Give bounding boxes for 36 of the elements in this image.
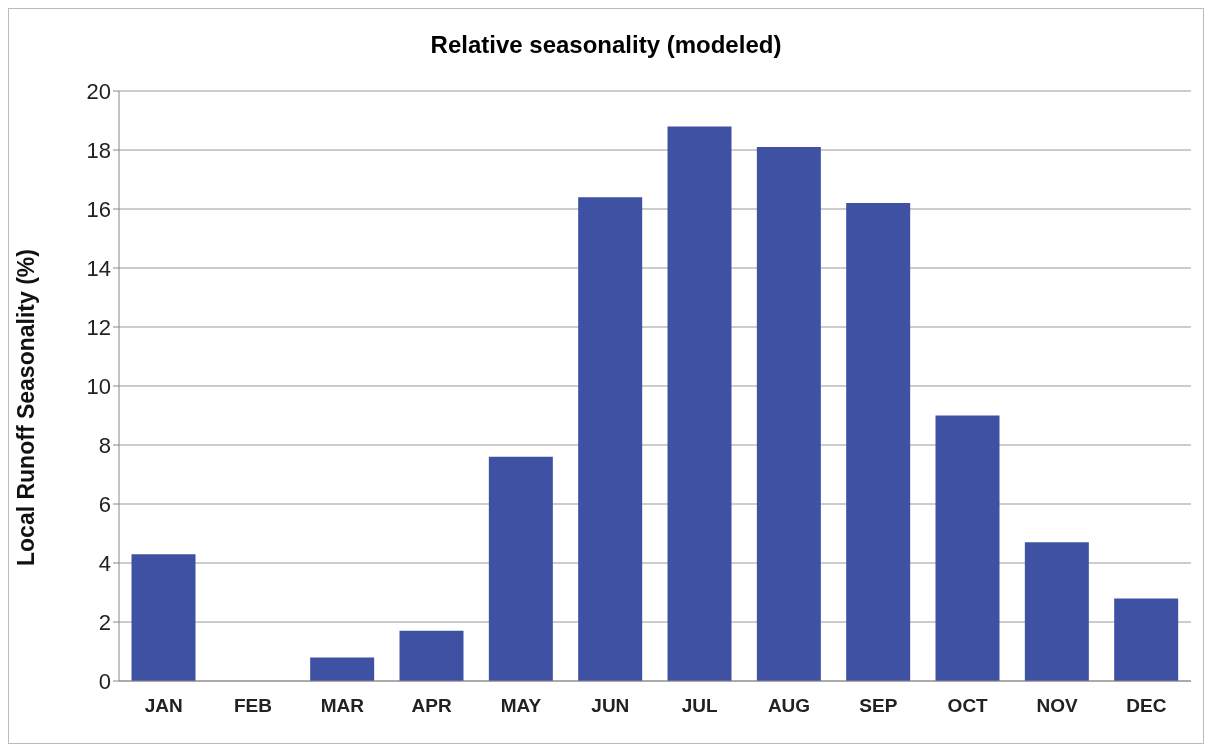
y-tick-label: 14	[86, 255, 111, 281]
y-tick-label: 8	[98, 432, 111, 458]
x-tick-label: SEP	[859, 695, 898, 717]
y-tick-label: 2	[98, 609, 111, 635]
y-tick-label: 18	[86, 137, 111, 163]
bar	[935, 415, 1000, 681]
x-tick-label: JUL	[681, 695, 718, 717]
bar	[667, 126, 732, 681]
bar	[1114, 598, 1179, 681]
y-tick-label: 10	[86, 373, 111, 399]
x-tick-label: MAR	[320, 695, 365, 717]
chart-title: Relative seasonality (modeled)	[429, 30, 783, 60]
y-tick-label: 6	[98, 491, 111, 517]
y-tick-label: 0	[98, 668, 111, 694]
x-tick-label: JAN	[144, 695, 183, 717]
y-tick-label: 4	[98, 550, 111, 576]
y-tick-label: 16	[86, 196, 111, 222]
bar	[846, 203, 911, 681]
bar	[1024, 542, 1089, 681]
y-tick-label: 12	[86, 314, 111, 340]
bar	[756, 147, 821, 681]
bar	[310, 657, 375, 681]
x-tick-label: NOV	[1036, 695, 1078, 717]
x-tick-label: DEC	[1126, 695, 1167, 717]
bar	[578, 197, 643, 681]
x-tick-label: MAY	[500, 695, 542, 717]
x-tick-label: APR	[411, 695, 452, 717]
bar	[399, 630, 464, 681]
y-tick-label: 20	[86, 78, 111, 104]
bar	[131, 554, 196, 681]
x-tick-label: FEB	[234, 695, 272, 717]
bar	[488, 456, 553, 681]
y-axis-title: Local Runoff Seasonality (%)	[13, 249, 40, 566]
x-tick-label: JUN	[591, 695, 630, 717]
x-tick-label: AUG	[767, 695, 811, 717]
x-tick-label: OCT	[947, 695, 989, 717]
